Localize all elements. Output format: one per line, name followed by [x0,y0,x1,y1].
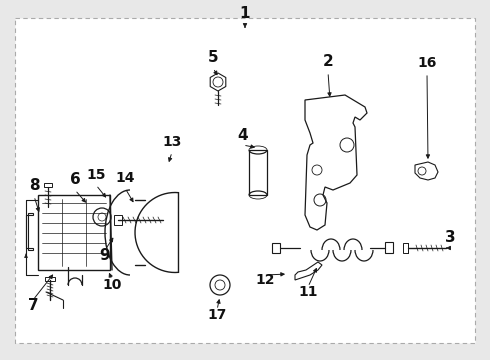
Text: 5: 5 [208,50,219,66]
Bar [249,150,267,195]
Text: 2: 2 [322,54,333,69]
Text: 10: 10 [102,278,122,292]
Text: 12: 12 [255,273,275,287]
Text: 17: 17 [207,308,227,322]
Text: 13: 13 [162,135,182,149]
Text: 16: 16 [417,56,437,70]
Text: 7: 7 [28,297,38,312]
Bar [114,215,122,225]
Text: 3: 3 [445,230,455,246]
Bar [385,242,393,253]
Text: 14: 14 [115,171,135,185]
Bar [45,277,55,281]
Text: 1: 1 [240,6,250,22]
Bar [38,195,110,270]
Text: 6: 6 [70,172,80,188]
Text: 9: 9 [99,248,110,262]
Text: 15: 15 [86,168,106,182]
Bar [44,183,52,187]
Text: 11: 11 [298,285,318,299]
Text: 4: 4 [238,127,248,143]
Text: 8: 8 [29,179,39,194]
Polygon shape [210,73,226,91]
Bar [272,243,280,253]
Bar [403,243,408,253]
